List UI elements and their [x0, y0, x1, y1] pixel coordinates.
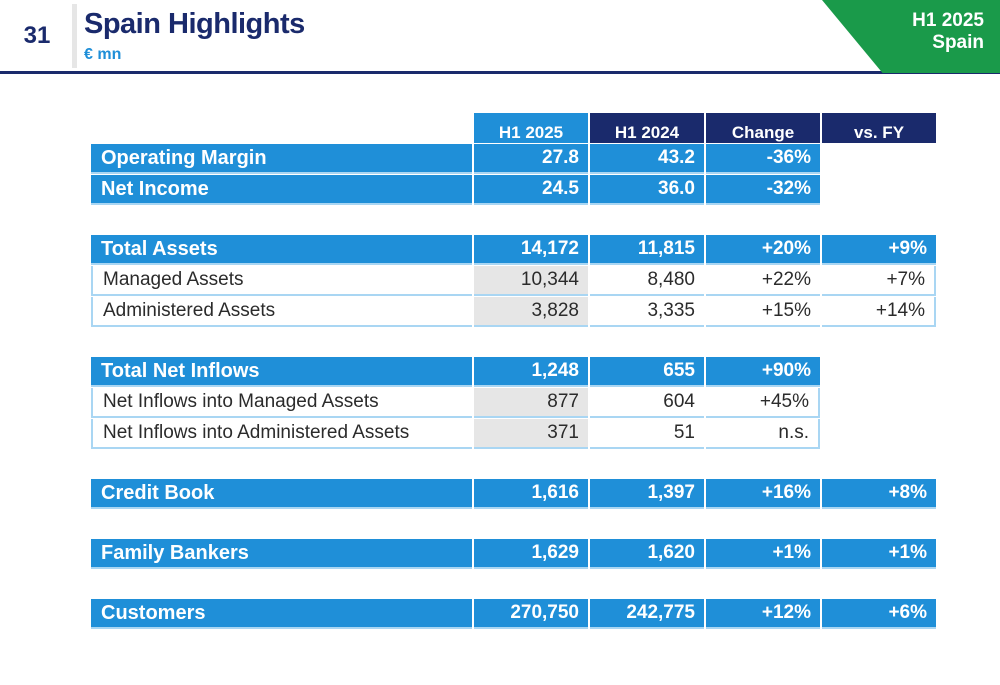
row-label: Operating Margin	[91, 144, 472, 174]
cell-change: +1%	[706, 539, 820, 569]
cell-h1-2025: 1,248	[474, 357, 588, 387]
table-row: Administered Assets 3,828 3,335 +15% +14…	[91, 297, 936, 327]
table-row: Operating Margin 27.8 43.2 -36%	[91, 144, 936, 174]
cell-change: +20%	[706, 235, 820, 265]
cell-h1-2024: 36.0	[590, 175, 704, 205]
header-change: Change	[706, 113, 820, 143]
cell-vs-fy: +9%	[822, 235, 936, 265]
group-spacer	[91, 328, 936, 356]
table-row: Net Inflows into Managed Assets 877 604 …	[91, 388, 936, 418]
cell-vs-fy: +7%	[822, 266, 936, 296]
title-separator	[72, 4, 77, 68]
row-label: Net Inflows into Administered Assets	[91, 419, 472, 449]
row-label: Administered Assets	[91, 297, 472, 327]
header-rule	[0, 71, 1000, 74]
cell-change: -36%	[706, 144, 820, 174]
row-label: Credit Book	[91, 479, 472, 509]
header-blank	[91, 113, 472, 143]
cell-h1-2024: 11,815	[590, 235, 704, 265]
cell-change: +12%	[706, 599, 820, 629]
page-subtitle: € mn	[84, 46, 122, 63]
cell-h1-2025: 24.5	[474, 175, 588, 205]
cell-h1-2024: 51	[590, 419, 704, 449]
badge-country: Spain	[932, 32, 984, 53]
cell-h1-2025: 270,750	[474, 599, 588, 629]
table-row: Total Net Inflows 1,248 655 +90%	[91, 357, 936, 387]
cell-h1-2025: 371	[474, 419, 588, 449]
row-label: Managed Assets	[91, 266, 472, 296]
cell-h1-2024: 1,397	[590, 479, 704, 509]
table-row: Customers 270,750 242,775 +12% +6%	[91, 599, 936, 629]
cell-h1-2024: 3,335	[590, 297, 704, 327]
cell-h1-2024: 8,480	[590, 266, 704, 296]
cell-change: +15%	[706, 297, 820, 327]
group-spacer	[91, 450, 936, 478]
cell-vs-fy-empty	[822, 357, 936, 387]
cell-vs-fy: +1%	[822, 539, 936, 569]
cell-vs-fy: +6%	[822, 599, 936, 629]
table-row: Managed Assets 10,344 8,480 +22% +7%	[91, 266, 936, 296]
cell-h1-2024: 1,620	[590, 539, 704, 569]
row-label: Net Inflows into Managed Assets	[91, 388, 472, 418]
cell-h1-2025: 1,616	[474, 479, 588, 509]
group-spacer	[91, 570, 936, 598]
cell-h1-2025: 14,172	[474, 235, 588, 265]
row-label: Total Assets	[91, 235, 472, 265]
cell-change: +22%	[706, 266, 820, 296]
cell-h1-2025: 877	[474, 388, 588, 418]
cell-h1-2024: 604	[590, 388, 704, 418]
table-row: Net Inflows into Administered Assets 371…	[91, 419, 936, 449]
cell-change: +16%	[706, 479, 820, 509]
cell-vs-fy-empty	[822, 388, 936, 418]
cell-h1-2025: 10,344	[474, 266, 588, 296]
cell-change: +45%	[706, 388, 820, 418]
header-vs-fy: vs. FY	[822, 113, 936, 143]
cell-vs-fy: +14%	[822, 297, 936, 327]
table-row: Family Bankers 1,629 1,620 +1% +1%	[91, 539, 936, 569]
group-spacer	[91, 206, 936, 234]
cell-change: n.s.	[706, 419, 820, 449]
cell-vs-fy-empty	[822, 144, 936, 174]
page-title: Spain Highlights	[84, 8, 305, 40]
table-row: Credit Book 1,616 1,397 +16% +8%	[91, 479, 936, 509]
cell-h1-2025: 3,828	[474, 297, 588, 327]
group-spacer	[91, 510, 936, 538]
cell-vs-fy: +8%	[822, 479, 936, 509]
cell-h1-2025: 27.8	[474, 144, 588, 174]
cell-h1-2024: 242,775	[590, 599, 704, 629]
table-row: Net Income 24.5 36.0 -32%	[91, 175, 936, 205]
header-h1-2024: H1 2024	[590, 113, 704, 143]
table-row: Total Assets 14,172 11,815 +20% +9%	[91, 235, 936, 265]
cell-h1-2024: 655	[590, 357, 704, 387]
cell-change: -32%	[706, 175, 820, 205]
page-number: 31	[23, 22, 51, 49]
row-label: Total Net Inflows	[91, 357, 472, 387]
row-label: Net Income	[91, 175, 472, 205]
highlights-table: H1 2025 H1 2024 Change vs. FY Operating …	[89, 112, 938, 630]
header-row: H1 2025 H1 2024 Change vs. FY	[91, 113, 936, 143]
badge-period: H1 2025	[912, 10, 984, 31]
cell-h1-2024: 43.2	[590, 144, 704, 174]
header-h1-2025: H1 2025	[474, 113, 588, 143]
cell-vs-fy-empty	[822, 175, 936, 205]
cell-change: +90%	[706, 357, 820, 387]
cell-h1-2025: 1,629	[474, 539, 588, 569]
period-badge-text: H1 2025 Spain	[912, 10, 984, 54]
row-label: Family Bankers	[91, 539, 472, 569]
cell-vs-fy-empty	[822, 419, 936, 449]
row-label: Customers	[91, 599, 472, 629]
